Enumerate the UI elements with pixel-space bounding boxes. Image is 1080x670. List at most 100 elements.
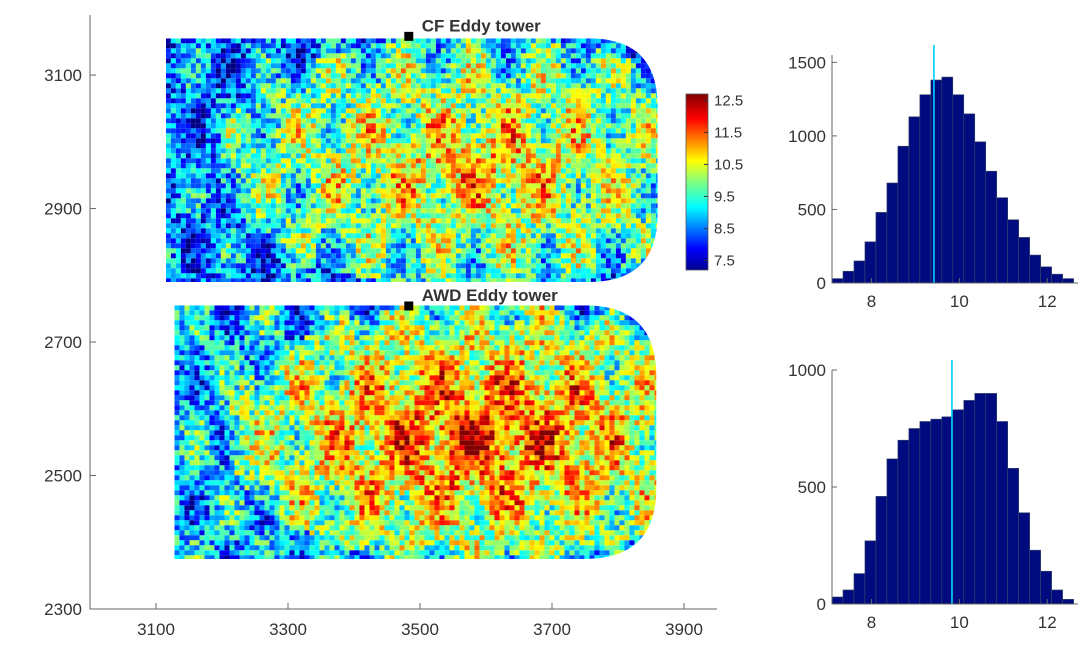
- yield-cell: [290, 273, 296, 279]
- yield-cell: [170, 163, 176, 169]
- yield-cell: [520, 263, 526, 269]
- yield-cell: [640, 108, 646, 114]
- yield-cell: [585, 83, 591, 89]
- yield-cell: [370, 183, 376, 189]
- yield-cell: [310, 238, 316, 244]
- yield-cell: [580, 223, 586, 229]
- yield-cell: [300, 168, 306, 174]
- yield-cell: [225, 183, 231, 189]
- yield-cell: [215, 278, 221, 282]
- yield-cell: [565, 218, 571, 224]
- yield-cell: [490, 128, 496, 134]
- yield-cell: [600, 173, 606, 179]
- yield-cell: [565, 53, 571, 59]
- yield-cell: [610, 148, 616, 154]
- yield-cell: [390, 248, 396, 254]
- yield-cell: [495, 103, 501, 109]
- yield-cell: [595, 188, 601, 194]
- yield-cell: [335, 118, 341, 124]
- yield-cell: [585, 223, 591, 229]
- yield-cell: [310, 103, 316, 109]
- yield-cell: [610, 78, 616, 84]
- yield-cell: [479, 305, 485, 311]
- yield-cell: [435, 183, 441, 189]
- yield-cell: [460, 53, 466, 59]
- yield-cell: [425, 273, 431, 279]
- yield-cell: [315, 88, 321, 94]
- yield-cell: [190, 263, 196, 269]
- yield-cell: [620, 38, 626, 44]
- yield-cell: [610, 228, 616, 234]
- yield-cell: [485, 118, 491, 124]
- yield-cell: [175, 98, 181, 104]
- yield-cell: [334, 310, 340, 316]
- yield-cell: [585, 268, 591, 274]
- yield-cell: [370, 113, 376, 119]
- yield-cell: [485, 273, 491, 279]
- yield-cell: [260, 198, 266, 204]
- yield-cell: [190, 53, 196, 59]
- yield-cell: [305, 38, 311, 44]
- yield-cell: [440, 153, 446, 159]
- yield-cell: [500, 193, 506, 199]
- yield-cell: [575, 278, 581, 282]
- yield-cell: [325, 193, 331, 199]
- yield-cell: [185, 48, 191, 54]
- yield-cell: [425, 183, 431, 189]
- yield-cell: [455, 193, 461, 199]
- yield-cell: [300, 88, 306, 94]
- yield-cell: [395, 98, 401, 104]
- yield-cell: [504, 305, 510, 311]
- yield-cell: [350, 188, 356, 194]
- yield-cell: [510, 238, 516, 244]
- yield-cell: [535, 238, 541, 244]
- yield-cell: [360, 48, 366, 54]
- yield-cell: [545, 183, 551, 189]
- yield-cell: [315, 278, 321, 282]
- yield-cell: [390, 183, 396, 189]
- yield-cell: [415, 48, 421, 54]
- yield-cell: [480, 128, 486, 134]
- yield-cell: [230, 98, 236, 104]
- yield-cell: [610, 223, 616, 229]
- yield-cell: [535, 228, 541, 234]
- yield-cell: [175, 148, 181, 154]
- yield-cell: [250, 153, 256, 159]
- yield-cell: [300, 158, 306, 164]
- yield-cell: [284, 310, 290, 316]
- yield-cell: [440, 108, 446, 114]
- yield-cell: [430, 278, 436, 282]
- yield-cell: [180, 63, 186, 69]
- yield-cell: [350, 43, 356, 49]
- yield-cell: [650, 193, 656, 199]
- yield-cell: [235, 83, 241, 89]
- yield-cell: [584, 305, 590, 311]
- yield-cell: [415, 173, 421, 179]
- yield-cell: [195, 98, 201, 104]
- yield-cell: [490, 193, 496, 199]
- yield-cell: [325, 203, 331, 209]
- yield-cell: [545, 238, 551, 244]
- yield-cell: [475, 183, 481, 189]
- yield-cell: [280, 48, 286, 54]
- yield-cell: [485, 113, 491, 119]
- yield-cell: [255, 113, 261, 119]
- yield-cell: [355, 143, 361, 149]
- yield-cell: [515, 98, 521, 104]
- yield-cell: [205, 178, 211, 184]
- yield-cell: [485, 278, 491, 282]
- yield-cell: [275, 278, 281, 282]
- yield-cell: [375, 193, 381, 199]
- yield-cell: [590, 103, 596, 109]
- yield-cell: [400, 113, 406, 119]
- yield-cell: [630, 248, 636, 254]
- yield-cell: [530, 208, 536, 214]
- yield-cell: [225, 153, 231, 159]
- yield-cell: [165, 208, 171, 214]
- yield-cell: [350, 278, 356, 282]
- yield-cell: [445, 58, 451, 64]
- yield-cell: [335, 143, 341, 149]
- yield-cell: [385, 118, 391, 124]
- yield-cell: [435, 48, 441, 54]
- yield-cell: [410, 188, 416, 194]
